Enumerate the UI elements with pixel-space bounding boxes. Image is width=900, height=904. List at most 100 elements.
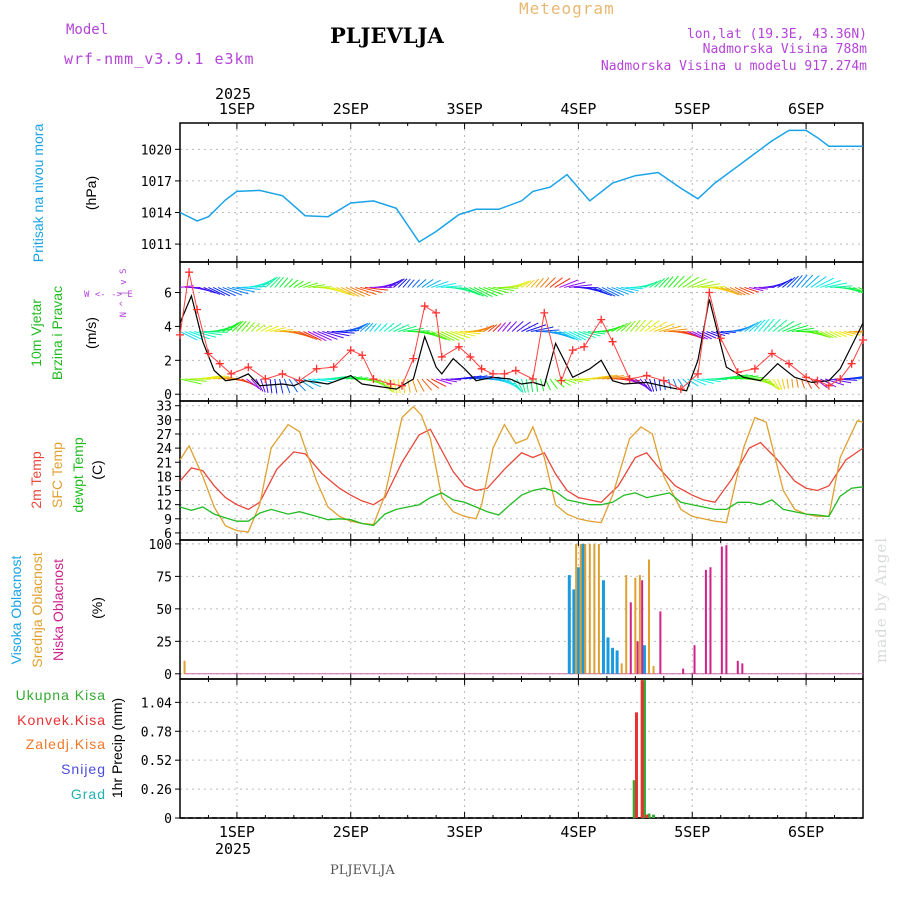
wind-vector bbox=[782, 379, 784, 389]
wind-gust-marker bbox=[438, 353, 446, 361]
cloud-bar-2 bbox=[709, 567, 711, 674]
wind-gust-marker bbox=[580, 343, 588, 351]
precip-unit: 1hr Precip (mm) bbox=[109, 698, 125, 798]
cloud-bar-2 bbox=[630, 602, 632, 673]
precip-legend-frz: Zaledj.Kisa bbox=[26, 736, 106, 752]
wind-vector bbox=[261, 278, 276, 288]
wind-vector bbox=[280, 278, 288, 288]
wind-gust-marker bbox=[512, 366, 520, 374]
y-tick-label: 27 bbox=[156, 428, 172, 443]
pressure-title: Pritisak na nivou mora bbox=[30, 124, 46, 263]
y-tick-label: 33 bbox=[156, 400, 172, 415]
wind-vector bbox=[721, 287, 739, 294]
cloud-bar-2 bbox=[725, 545, 727, 674]
top-day-label: 6SEP bbox=[788, 100, 824, 118]
wind-gust-marker bbox=[569, 346, 577, 354]
wind-vector bbox=[778, 279, 792, 288]
y-tick-label: 6 bbox=[164, 287, 172, 302]
wind-compass-ns: N ^ | v S bbox=[119, 269, 129, 318]
panel-frame bbox=[180, 123, 863, 262]
wind-unit: (m/s) bbox=[83, 317, 99, 349]
wind-vector bbox=[498, 323, 506, 332]
y-tick-label: 0 bbox=[164, 668, 172, 683]
y-tick-label: 100 bbox=[149, 538, 172, 553]
bottom-day-label: 1SEP bbox=[219, 823, 255, 841]
model-label: Model bbox=[66, 22, 108, 38]
cloud-bar-1 bbox=[575, 544, 577, 674]
wind-vector bbox=[763, 319, 774, 332]
cloud-title-3: Niska Oblacnost bbox=[50, 559, 66, 661]
temp-title-3: dewpt Temp bbox=[70, 437, 86, 512]
watermark: made by Angel bbox=[872, 537, 890, 663]
wind-gust-marker bbox=[660, 377, 668, 385]
wind-vector bbox=[204, 287, 220, 294]
wind-vector bbox=[337, 287, 355, 296]
wind-vector bbox=[559, 332, 577, 340]
wind-vector bbox=[512, 321, 523, 331]
cloud-bar-2 bbox=[694, 645, 696, 674]
y-tick-label: 2 bbox=[164, 354, 172, 369]
cloud-bar-0 bbox=[572, 589, 575, 673]
temp-line-2 bbox=[180, 487, 863, 526]
cloud-bar-1 bbox=[584, 544, 586, 674]
wind-vector bbox=[640, 320, 652, 332]
top-day-label: 5SEP bbox=[674, 100, 710, 118]
wind-vector bbox=[797, 379, 799, 388]
wind-vector bbox=[702, 287, 726, 288]
cloud-bar-1 bbox=[621, 663, 623, 673]
wind-vector bbox=[768, 319, 780, 331]
bottom-day-label: 4SEP bbox=[560, 823, 596, 841]
precip-legend-conv: Konvek.Kisa bbox=[17, 712, 106, 728]
y-tick-label: 0.52 bbox=[141, 754, 172, 769]
cloud-bar-1 bbox=[634, 578, 636, 674]
wind-gust-marker bbox=[500, 370, 508, 378]
wind-gust-marker bbox=[421, 302, 429, 310]
wind-vector bbox=[199, 287, 215, 293]
model-name: wrf-nmm_v3.9.1 e3km bbox=[64, 50, 255, 68]
cloud-title-2: Srednja Oblacnost bbox=[29, 552, 45, 667]
wind-gust-marker bbox=[409, 355, 417, 363]
wind-vector bbox=[792, 379, 793, 388]
wind-vector bbox=[669, 276, 679, 287]
temp-title-2: SFC Temp bbox=[49, 442, 65, 508]
y-tick-label: 18 bbox=[156, 470, 172, 485]
wind-title-2: Brzina i Pravac bbox=[49, 286, 65, 380]
y-tick-label: 9 bbox=[164, 513, 172, 528]
wind-vector bbox=[540, 278, 549, 288]
cloud-bar-1 bbox=[639, 575, 641, 674]
wind-title-1: 10m Vjetar bbox=[28, 299, 44, 367]
cloud-title-1: Visoka Oblacnost bbox=[8, 556, 24, 665]
cloud-bar-1 bbox=[598, 544, 600, 674]
wind-gust-marker bbox=[626, 375, 634, 383]
cloud-bar-0 bbox=[607, 637, 610, 673]
top-day-label: 3SEP bbox=[447, 100, 483, 118]
wind-vector bbox=[787, 379, 788, 389]
wind-vector bbox=[422, 279, 433, 287]
cloud-bar-1 bbox=[648, 559, 650, 673]
cloud-bar-2 bbox=[641, 580, 643, 674]
bottom-day-label: 2SEP bbox=[333, 823, 369, 841]
y-tick-label: 24 bbox=[156, 442, 172, 457]
lonlat-label: lon,lat (19.3E, 43.36N) bbox=[687, 27, 867, 42]
wind-vector bbox=[284, 379, 289, 393]
y-tick-label: 1014 bbox=[141, 207, 172, 222]
y-tick-label: 1.04 bbox=[141, 696, 172, 711]
wind-gust-marker bbox=[185, 268, 193, 276]
wind-gust-marker bbox=[597, 316, 605, 324]
y-tick-label: 50 bbox=[156, 603, 172, 618]
wind-vector bbox=[858, 329, 878, 332]
wind-vector bbox=[635, 320, 645, 332]
cloud-bar-2 bbox=[741, 663, 743, 673]
y-tick-label: 0.78 bbox=[141, 725, 172, 740]
wind-vector bbox=[854, 375, 877, 379]
wind-gust-marker bbox=[176, 331, 184, 339]
wind-gust-marker bbox=[296, 377, 304, 385]
wind-vector bbox=[412, 379, 416, 392]
panel-frame bbox=[180, 540, 863, 679]
